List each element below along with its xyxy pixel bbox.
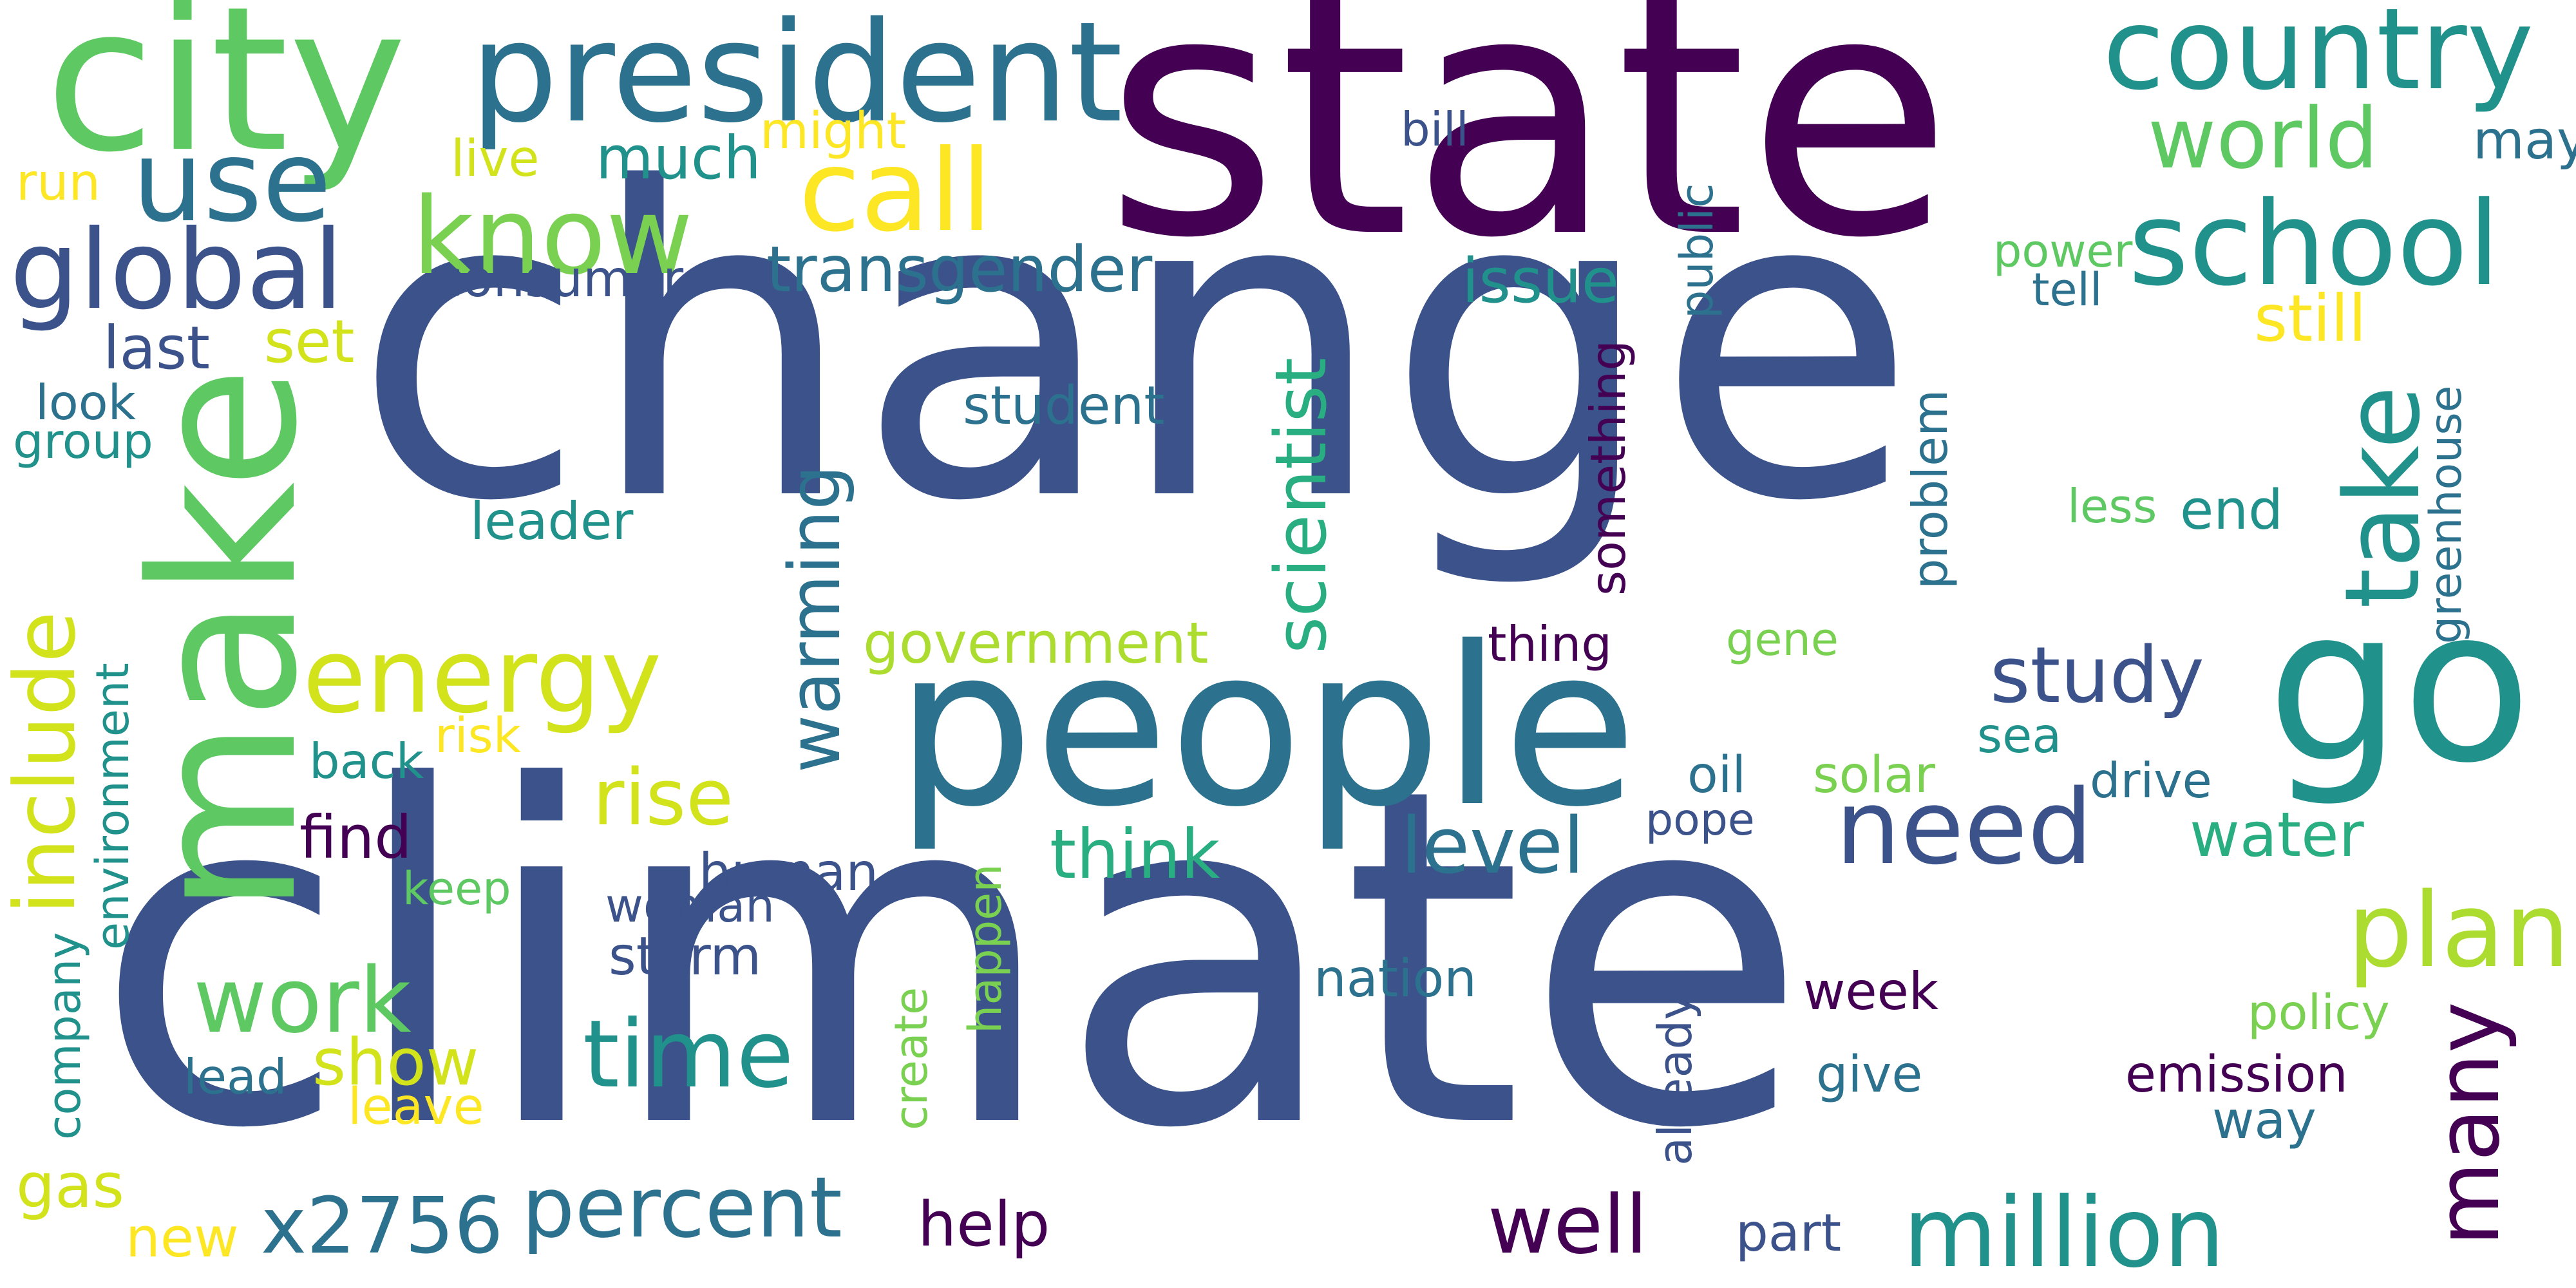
word-school: school (2128, 177, 2501, 312)
word-x2756: x2756 (261, 1182, 504, 1271)
word-nation: nation (1314, 949, 1477, 1009)
word-something: something (1580, 339, 1636, 596)
word-storm: storm (609, 926, 762, 987)
word-group: group (13, 413, 153, 469)
word-country: country (2103, 0, 2534, 115)
word-live: live (451, 130, 540, 188)
word-think: think (1050, 815, 1220, 894)
word-leader: leader (470, 491, 634, 551)
word-power: power (1993, 225, 2133, 278)
word-help: help (918, 1189, 1050, 1260)
word-find: find (299, 803, 412, 872)
word-last: last (103, 314, 210, 383)
word-warming: warming (773, 465, 856, 773)
word-happen: happen (959, 864, 1012, 1034)
word-include: include (0, 611, 94, 914)
word-sea: sea (1977, 707, 2062, 764)
word-back: back (309, 733, 424, 790)
word-run: run (16, 154, 100, 212)
word-company: company (38, 932, 91, 1140)
word-end: end (2180, 478, 2284, 542)
word-transgender: transgender (766, 233, 1153, 307)
word-use: use (132, 117, 332, 247)
word-leave: leave (348, 1078, 484, 1136)
word-global: global (10, 207, 344, 334)
word-greenhouse: greenhouse (2421, 385, 2472, 644)
word-know: know (412, 175, 694, 298)
word-woman: woman (605, 878, 775, 933)
word-human: human (699, 842, 879, 902)
word-new: new (126, 1206, 239, 1270)
word-million: million (1903, 1177, 2225, 1288)
word-make: make (109, 366, 341, 914)
word-gas: gas (16, 1151, 125, 1222)
word-drive: drive (2090, 752, 2212, 809)
word-already: already (1648, 992, 1702, 1166)
word-water: water (2190, 800, 2364, 871)
word-problem: problem (1902, 389, 1958, 589)
word-risk: risk (435, 707, 522, 764)
word-tell: tell (2032, 263, 2103, 316)
word-create: create (885, 987, 938, 1130)
word-level: level (1401, 802, 1585, 891)
word-keep: keep (402, 862, 511, 915)
word-world: world (2148, 90, 2378, 187)
word-student: student (963, 375, 1165, 437)
word-way: way (2212, 1090, 2316, 1150)
word-lead: lead (184, 1048, 287, 1105)
word-show: show (312, 1025, 479, 1100)
word-go: go (2267, 562, 2532, 810)
word-president: president (470, 0, 1123, 153)
word-energy: energy (303, 616, 662, 736)
word-week: week (1803, 961, 1939, 1021)
word-much: much (596, 124, 761, 193)
word-solar: solar (1813, 746, 1935, 804)
word-scientist: scientist (1260, 357, 1342, 654)
word-pope: pope (1645, 795, 1755, 846)
word-climate: climate (93, 690, 1809, 1229)
word-gene: gene (1726, 613, 1839, 666)
word-set: set (264, 307, 355, 376)
word-emission: emission (2125, 1046, 2348, 1104)
word-percent: percent (522, 1159, 842, 1256)
word-give: give (1816, 1046, 1923, 1104)
word-consumer: consumer (435, 251, 684, 308)
word-part: part (1736, 1203, 1842, 1263)
word-issue: issue (1462, 246, 1620, 317)
word-rise: rise (592, 753, 734, 843)
word-study: study (1990, 631, 2204, 721)
word-city: city (45, 0, 407, 196)
word-many: many (2418, 1001, 2519, 1246)
word-need: need (1835, 767, 2093, 887)
word-well: well (1488, 1179, 1648, 1272)
word-environment: environment (86, 663, 139, 950)
word-still: still (2254, 281, 2367, 356)
word-bill: bill (1401, 102, 1469, 156)
word-change: change (353, 99, 1917, 594)
word-less: less (2067, 479, 2157, 533)
word-policy: policy (2248, 984, 2390, 1041)
word-thing: thing (1488, 616, 1612, 672)
word-call: call (799, 126, 992, 257)
word-plan: plan (2347, 870, 2570, 990)
word-government: government (863, 610, 1209, 676)
word-people: people (895, 600, 1638, 855)
word-take: take (2322, 385, 2443, 609)
word-work: work (193, 949, 412, 1054)
word-state: state (1104, 0, 1953, 311)
word-oil: oil (1687, 746, 1747, 804)
word-may: may (2473, 110, 2576, 171)
word-look: look (35, 374, 137, 431)
word-public: public (1671, 183, 1723, 319)
word-time: time (583, 1000, 794, 1109)
word-might: might (760, 102, 907, 160)
